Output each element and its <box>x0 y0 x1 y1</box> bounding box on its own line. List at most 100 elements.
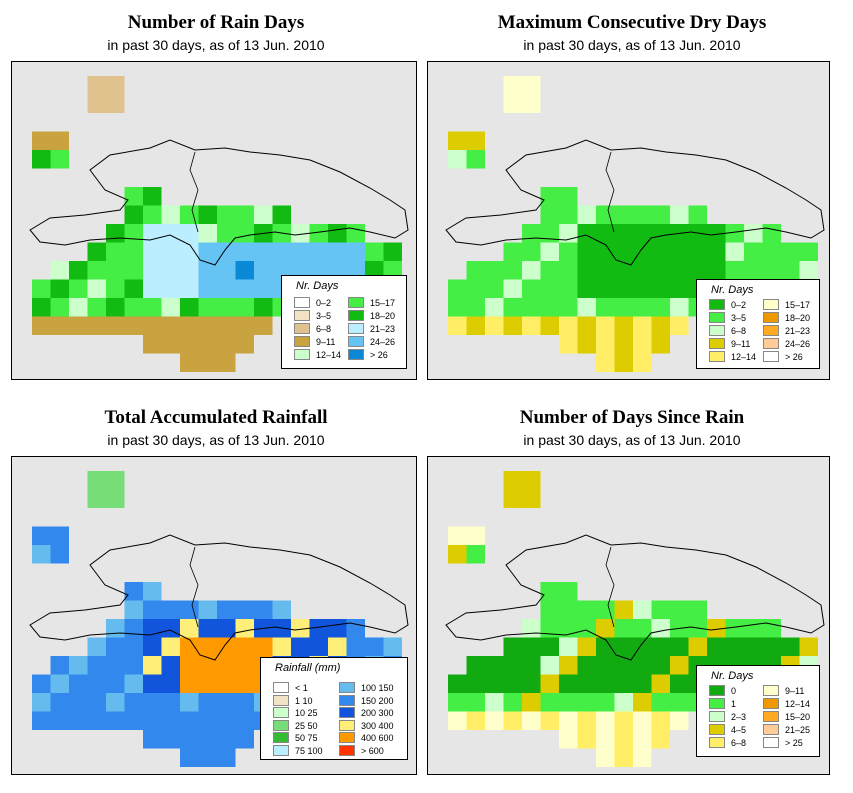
legend-swatch <box>709 338 725 349</box>
grid-cell <box>32 711 51 730</box>
legend-swatch <box>294 310 310 321</box>
grid-cell <box>577 619 596 638</box>
grid-cell <box>559 656 578 675</box>
grid-cell <box>143 242 162 261</box>
grid-cell <box>651 335 670 354</box>
grid-cell <box>124 693 143 712</box>
grid-cell <box>559 261 578 280</box>
grid-cell <box>272 242 291 261</box>
grid-cell <box>87 637 106 656</box>
grid-cell <box>198 674 217 693</box>
grid-cell <box>670 600 689 619</box>
legend-label: 15–17 <box>370 298 396 308</box>
legend-label: > 26 <box>785 352 803 362</box>
legend-label: 0–2 <box>316 298 332 308</box>
grid-cell <box>217 261 236 280</box>
grid-cell <box>540 711 559 730</box>
legend-swatch <box>763 724 779 735</box>
grid-cell <box>633 298 652 317</box>
grid-cell <box>670 711 689 730</box>
grid-cell <box>328 619 347 638</box>
legend-swatch <box>763 351 779 362</box>
grid-cell <box>559 730 578 749</box>
grid-cell <box>540 205 559 224</box>
grid-cell <box>448 131 467 150</box>
legend-swatch <box>294 297 310 308</box>
grid-cell <box>235 711 254 730</box>
grid-cell <box>651 279 670 298</box>
grid-cell <box>180 261 199 280</box>
legend-swatch <box>348 336 364 347</box>
legend-label: 4–5 <box>731 725 747 735</box>
grid-cell <box>577 600 596 619</box>
grid-cell <box>596 711 615 730</box>
legend-item: > 26 <box>348 349 388 361</box>
grid-cell <box>217 279 236 298</box>
grid-cell <box>217 242 236 261</box>
grid-cell <box>485 674 504 693</box>
grid-cell <box>106 298 125 317</box>
grid-cell <box>198 261 217 280</box>
coastline <box>445 139 825 266</box>
legend-label: 25 50 <box>295 720 318 731</box>
grid-cell <box>522 711 541 730</box>
grid-cell <box>254 298 273 317</box>
legend-swatch <box>763 698 779 709</box>
grid-cell <box>50 656 69 675</box>
grid-cell <box>633 693 652 712</box>
grid-cell <box>633 674 652 693</box>
grid-cell <box>124 674 143 693</box>
grid-cell <box>87 693 106 712</box>
legend-swatch <box>709 325 725 336</box>
grid-cell <box>198 335 217 354</box>
grid-cell <box>651 224 670 243</box>
grid-cell <box>762 261 781 280</box>
grid-cell <box>180 637 199 656</box>
grid-cell <box>217 711 236 730</box>
grid-cell <box>32 526 51 545</box>
grid-cell <box>124 582 143 601</box>
grid-cell <box>651 600 670 619</box>
grid-cell <box>466 261 485 280</box>
panel-subtitle: in past 30 days, as of 13 Jun. 2010 <box>523 37 741 53</box>
legend-swatch <box>709 299 725 310</box>
legend-label: < 1 <box>295 683 308 693</box>
legend-swatch <box>348 297 364 308</box>
legend-swatch <box>339 682 355 693</box>
grid-cell <box>503 94 522 113</box>
grid-cell <box>32 693 51 712</box>
grid-cell <box>781 637 800 656</box>
grid-cell <box>651 316 670 335</box>
grid-cell <box>633 279 652 298</box>
grid-cell <box>87 298 106 317</box>
legend-item: 10 25 <box>273 707 318 719</box>
grid-cell <box>744 242 763 261</box>
grid-cell <box>559 279 578 298</box>
grid-cell <box>143 656 162 675</box>
grid-cell <box>559 335 578 354</box>
legend-item: 15–17 <box>763 299 810 311</box>
grid-cell <box>799 637 818 656</box>
grid-cell <box>466 693 485 712</box>
grid-cell <box>124 619 143 638</box>
grid-cell <box>707 619 726 638</box>
grid-cell <box>180 224 199 243</box>
legend-item: 12–14 <box>294 349 341 361</box>
grid-cell <box>106 316 125 335</box>
grid-cell <box>762 637 781 656</box>
legend-label: 50 75 <box>295 733 318 743</box>
legend-label: 75 100 <box>295 745 323 756</box>
legend-swatch <box>294 336 310 347</box>
coastline <box>29 139 409 266</box>
grid-cell <box>633 656 652 675</box>
grid-cell <box>254 279 273 298</box>
legend: Rainfall (mm) < 1 1 10 10 25 25 50 50 75 75 1… <box>260 657 408 760</box>
grid-cell <box>633 242 652 261</box>
grid-cell <box>143 279 162 298</box>
legend-item: > 25 <box>763 737 803 749</box>
grid-cell <box>614 619 633 638</box>
grid-cell <box>124 656 143 675</box>
grid-cell <box>180 316 199 335</box>
grid-cell <box>466 131 485 150</box>
grid-cell <box>180 353 199 372</box>
